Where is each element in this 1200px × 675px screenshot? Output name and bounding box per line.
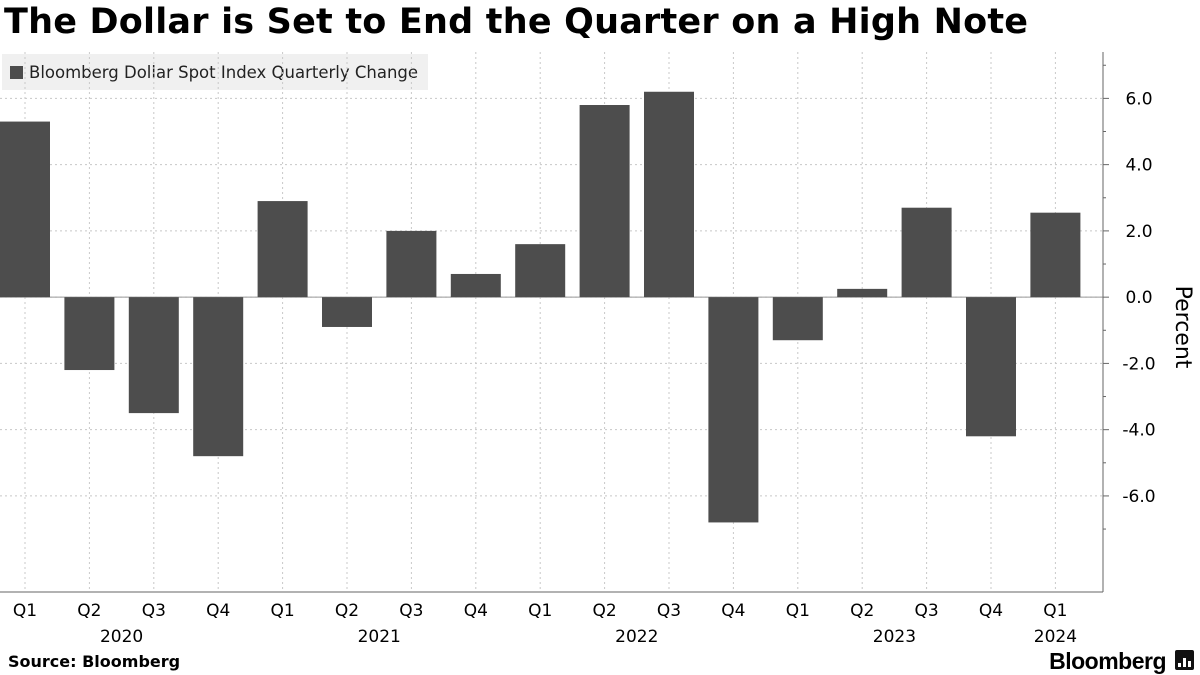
x-axis: Q1 Q2 Q3 Q4 Q1 Q2 Q3 Q4 Q1 Q2 Q3 Q4 Q1 Q2 Q3 Q4 Q1 2020 20… (0, 591, 1103, 647)
x-tick-label: Q2 (592, 601, 616, 621)
x-tick-label: Q1 (786, 601, 810, 621)
gridlines (0, 52, 1103, 592)
bar (1030, 212, 1081, 298)
x-tick-label: Q3 (657, 601, 681, 621)
y-tick-label: 6.0 (1125, 89, 1152, 109)
bloomberg-logo: Bloomberg (1049, 648, 1166, 674)
y-tick-label: -2.0 (1122, 354, 1155, 374)
bars (0, 91, 1081, 523)
x-tick-label: Q1 (1043, 601, 1067, 621)
x-tick-label: Q4 (721, 601, 745, 621)
x-year-label: 2021 (358, 627, 401, 647)
x-tick-label: Q2 (335, 601, 359, 621)
x-tick-label: Q2 (77, 601, 101, 621)
x-tick-label: Q4 (979, 601, 1003, 621)
x-year-label: 2022 (615, 627, 658, 647)
bar (515, 244, 566, 298)
x-tick-label: Q2 (850, 601, 874, 621)
x-year-label: 2020 (100, 627, 143, 647)
x-tick-label: Q3 (142, 601, 166, 621)
y-tick-label: -4.0 (1122, 421, 1155, 441)
bar (837, 288, 888, 298)
x-tick-label: Q4 (464, 601, 488, 621)
bar (644, 91, 694, 298)
bar (128, 297, 179, 414)
bar (966, 297, 1016, 437)
y-tick-label: 4.0 (1125, 156, 1152, 176)
bar (901, 207, 952, 298)
chart-title: The Dollar is Set to End the Quarter on … (4, 2, 1029, 42)
y-tick-label: -6.0 (1122, 487, 1155, 507)
bar (257, 201, 308, 298)
x-tick-label: Q1 (528, 601, 552, 621)
bar (64, 297, 115, 371)
bar (386, 230, 437, 298)
legend: Bloomberg Dollar Spot Index Quarterly Ch… (2, 54, 429, 90)
x-year-label: 2024 (1034, 627, 1077, 647)
y-tick-label: 2.0 (1125, 222, 1152, 242)
bar (772, 297, 823, 341)
source-note: Source: Bloomberg (8, 652, 181, 671)
bar (322, 297, 372, 327)
bar (0, 121, 50, 298)
y-tick-label: 0.0 (1125, 288, 1152, 308)
x-tick-label: Q4 (206, 601, 230, 621)
x-tick-label: Q1 (270, 601, 294, 621)
bar (450, 273, 501, 298)
x-tick-label: Q3 (399, 601, 423, 621)
bar (708, 297, 759, 523)
x-year-label: 2023 (873, 627, 916, 647)
y-axis-label: Percent (1170, 286, 1195, 369)
bar (579, 105, 630, 298)
legend-label: Bloomberg Dollar Spot Index Quarterly Ch… (29, 62, 419, 82)
x-tick-label: Q1 (13, 601, 37, 621)
bloomberg-chart-icon (1175, 650, 1194, 670)
y-axis: 6.0 4.0 2.0 0.0 -2.0 -4.0 -6.0 (1102, 52, 1156, 592)
x-tick-label: Q3 (914, 601, 938, 621)
bar (193, 297, 244, 457)
legend-swatch (10, 65, 23, 79)
